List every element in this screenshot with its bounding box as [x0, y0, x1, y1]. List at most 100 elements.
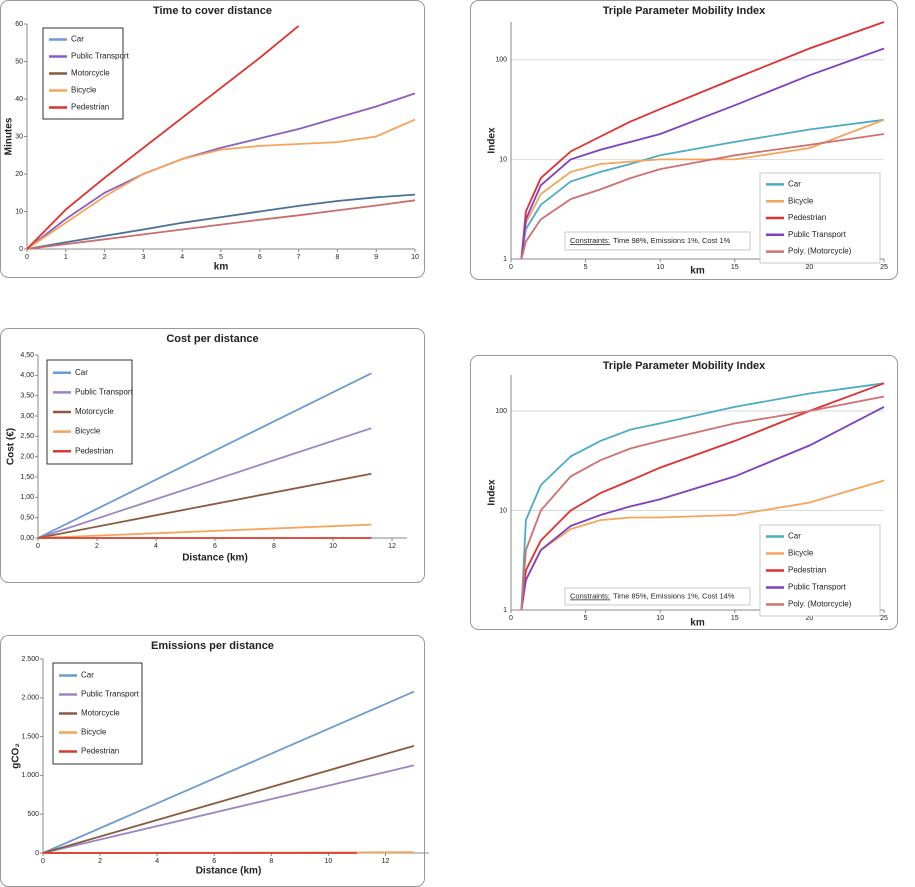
- y-tick-label: 1.000: [21, 772, 39, 779]
- chart-title: Triple Parameter Mobility Index: [603, 5, 766, 17]
- annotation-label: Constraints:: [570, 591, 610, 600]
- legend-label: Public Transport: [788, 583, 847, 592]
- legend-label: Bicycle: [788, 549, 814, 558]
- y-axis-label: Index: [487, 127, 498, 154]
- y-axis-label: Cost (€): [6, 428, 17, 465]
- y-tick-label: 1,50: [20, 474, 34, 481]
- y-tick-label: 2.500: [21, 656, 39, 663]
- series-line: [520, 395, 885, 611]
- x-tick-label: 9: [374, 254, 378, 261]
- x-tick-label: 5: [584, 264, 588, 271]
- x-tick-label: 25: [880, 615, 888, 622]
- series-line: [520, 382, 885, 611]
- annotation: Time 85%, Emissions 1%, Cost 14%: [613, 591, 735, 600]
- legend-label: Car: [81, 671, 94, 680]
- series-line: [38, 472, 372, 539]
- x-tick-label: 20: [806, 615, 814, 622]
- x-tick-label: 6: [258, 254, 262, 261]
- x-tick-label: 12: [388, 543, 396, 550]
- y-tick-label: 3,50: [20, 393, 34, 400]
- x-tick-label: 0: [41, 858, 45, 865]
- annotation-box: [564, 587, 751, 606]
- x-tick-label: 0: [509, 615, 513, 622]
- x-tick-label: 12: [382, 858, 390, 865]
- legend-label: Public Transport: [788, 230, 847, 239]
- x-tick-label: 4: [155, 858, 159, 865]
- y-tick-label: 0: [35, 850, 39, 857]
- y-tick-label: 10: [15, 208, 23, 215]
- series-line: [27, 92, 416, 250]
- x-tick-label: 8: [335, 254, 339, 261]
- series-line: [38, 372, 372, 539]
- x-axis-label: km: [214, 262, 229, 273]
- series-line: [43, 690, 415, 854]
- y-tick-label: 1: [503, 256, 507, 263]
- x-tick-label: 5: [584, 615, 588, 622]
- x-tick-label: 10: [656, 264, 664, 271]
- legend-label: Motorcycle: [81, 709, 120, 718]
- legend-label: Pedestrian: [81, 747, 119, 756]
- x-tick-label: 2: [103, 254, 107, 261]
- x-tick-label: 25: [880, 264, 888, 271]
- legend-label: Public Transport: [75, 388, 134, 397]
- x-tick-label: 8: [269, 858, 273, 865]
- x-axis-label: Distance (km): [182, 553, 248, 564]
- x-tick-label: 10: [656, 615, 664, 622]
- legend-label: Motorcycle: [75, 407, 114, 416]
- x-axis-label: km: [690, 618, 705, 629]
- x-axis-label: km: [690, 266, 705, 277]
- x-tick-label: 6: [213, 543, 217, 550]
- x-tick-label: 10: [329, 543, 337, 550]
- legend-label: Pedestrian: [71, 103, 109, 112]
- x-tick-label: 15: [731, 615, 739, 622]
- legend-label: Public Transport: [81, 690, 140, 699]
- y-axis-label: Minutes: [4, 117, 15, 155]
- chart-title: Cost per distance: [166, 333, 258, 345]
- y-tick-label: 10: [499, 156, 507, 163]
- chart-title: Emissions per distance: [151, 640, 274, 652]
- x-tick-label: 20: [806, 264, 814, 271]
- y-tick-label: 0,50: [20, 515, 34, 522]
- series-line: [520, 118, 885, 260]
- legend-label: Bicycle: [75, 427, 101, 436]
- y-tick-label: 500: [27, 811, 39, 818]
- x-tick-label: 10: [324, 858, 332, 865]
- series-line: [38, 523, 372, 539]
- y-axis-label: gCO₂: [11, 743, 22, 769]
- legend-label: Car: [788, 532, 801, 541]
- legend-label: Public Transport: [71, 52, 130, 61]
- x-tick-label: 1: [64, 254, 68, 261]
- legend-label: Car: [788, 180, 801, 189]
- x-axis-label: Distance (km): [196, 866, 262, 877]
- series-line: [520, 406, 885, 611]
- y-tick-label: 2.000: [21, 695, 39, 702]
- series-line: [27, 193, 416, 250]
- legend-label: Pedestrian: [788, 213, 826, 222]
- x-tick-label: 10: [411, 254, 419, 261]
- x-tick-label: 15: [731, 264, 739, 271]
- series-line: [520, 21, 885, 260]
- x-tick-label: 4: [180, 254, 184, 261]
- y-tick-label: 20: [15, 171, 23, 178]
- series-line: [38, 427, 372, 539]
- x-tick-label: 2: [95, 543, 99, 550]
- y-tick-label: 4,50: [20, 352, 34, 359]
- series-line: [43, 764, 415, 854]
- legend-label: Car: [71, 35, 84, 44]
- y-axis-label: Index: [487, 479, 498, 506]
- x-tick-label: 4: [154, 543, 158, 550]
- series-line: [520, 133, 885, 260]
- series-line: [27, 199, 416, 250]
- legend-label: Pedestrian: [788, 566, 826, 575]
- x-tick-label: 8: [272, 543, 276, 550]
- chart-title: Time to cover distance: [153, 5, 272, 17]
- series-line: [27, 118, 416, 250]
- legend-label: Car: [75, 368, 88, 377]
- y-tick-label: 100: [495, 57, 507, 64]
- y-tick-label: 3,00: [20, 413, 34, 420]
- annotation-box: [564, 231, 751, 251]
- y-tick-label: 2,50: [20, 433, 34, 440]
- legend-label: Poly. (Motorcycle): [788, 247, 852, 256]
- y-tick-label: 50: [15, 58, 23, 65]
